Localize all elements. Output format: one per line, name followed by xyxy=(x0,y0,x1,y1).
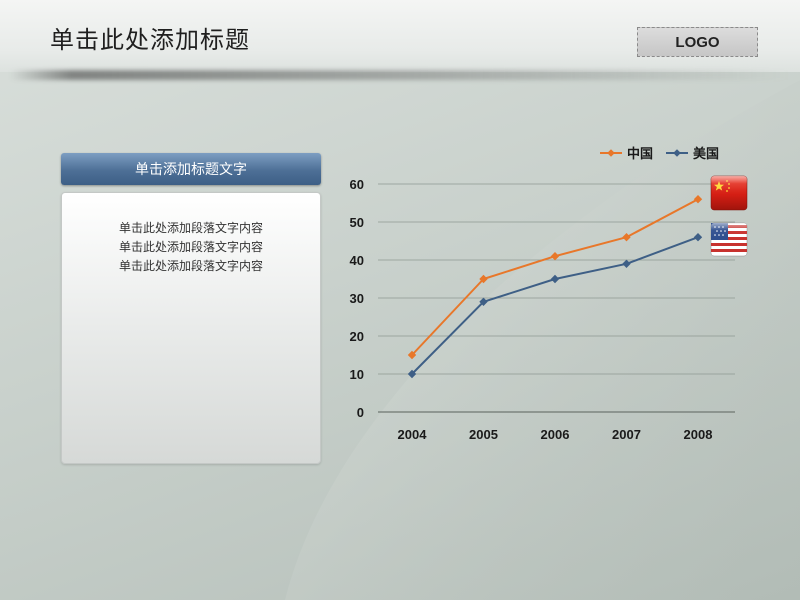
legend-marker xyxy=(607,149,615,157)
legend-marker xyxy=(673,149,681,157)
panel-paragraph[interactable]: 单击此处添加段落文字内容 单击此处添加段落文字内容 单击此处添加段落文字内容 xyxy=(62,219,320,276)
data-point[interactable] xyxy=(550,252,560,261)
y-tick-label: 20 xyxy=(350,329,364,344)
data-point[interactable] xyxy=(479,274,488,284)
panel-line: 单击此处添加段落文字内容 xyxy=(118,240,263,254)
y-tick-label: 10 xyxy=(350,367,364,382)
y-tick-label: 60 xyxy=(350,177,364,192)
data-point[interactable] xyxy=(622,259,631,268)
x-tick-label: 2006 xyxy=(541,427,570,442)
panel-line: 单击此处添加段落文字内容 xyxy=(118,259,263,273)
x-tick-label: 2004 xyxy=(398,427,428,442)
legend-item[interactable]: 中国 xyxy=(600,146,653,162)
data-point[interactable] xyxy=(693,233,703,242)
text-panel: 单击此处添加段落文字内容 单击此处添加段落文字内容 单击此处添加段落文字内容 xyxy=(61,192,321,464)
y-tick-label: 30 xyxy=(350,291,364,306)
data-point[interactable] xyxy=(407,369,417,379)
x-tick-label: 2005 xyxy=(469,427,498,442)
data-point[interactable] xyxy=(693,195,703,204)
legend-label: 中国 xyxy=(627,146,653,162)
panel-title[interactable]: 单击添加标题文字 xyxy=(61,153,321,185)
data-point[interactable] xyxy=(479,297,488,306)
x-tick-label: 2007 xyxy=(612,427,641,442)
china-flag-icon xyxy=(710,175,748,211)
data-point[interactable] xyxy=(550,274,560,284)
header-divider xyxy=(10,70,790,80)
page-title[interactable]: 单击此处添加标题 xyxy=(50,26,250,54)
data-point[interactable] xyxy=(622,233,631,242)
panel-line: 单击此处添加段落文字内容 xyxy=(118,221,263,235)
y-tick-label: 0 xyxy=(357,405,364,420)
x-tick-label: 2008 xyxy=(684,427,713,442)
legend-label: 美国 xyxy=(693,146,719,162)
logo-placeholder[interactable]: LOGO xyxy=(637,27,758,57)
series-1 xyxy=(407,195,703,360)
data-point[interactable] xyxy=(407,350,417,360)
usa-flag-icon xyxy=(710,222,748,257)
y-tick-label: 40 xyxy=(350,253,364,268)
y-tick-label: 50 xyxy=(350,215,364,230)
legend-item[interactable]: 美国 xyxy=(666,146,719,162)
series-2 xyxy=(407,233,703,379)
